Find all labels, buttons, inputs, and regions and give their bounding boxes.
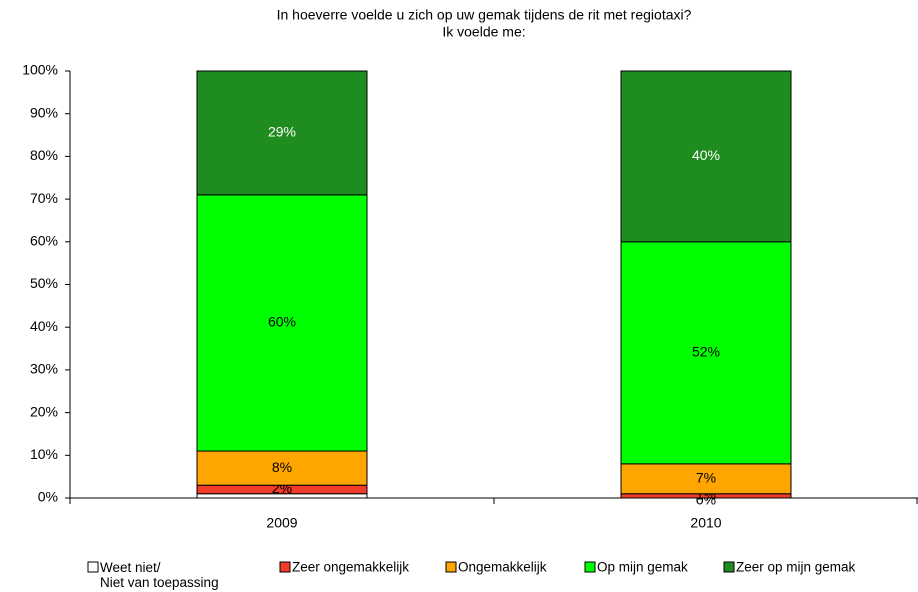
y-tick-label: 60% (30, 233, 58, 249)
legend-swatch (723, 561, 735, 573)
bar-segment (196, 194, 368, 452)
data-label: 40% (692, 147, 720, 163)
data-label: 60% (268, 314, 296, 330)
x-tick-label: 2010 (690, 515, 721, 531)
y-tick-label: 80% (30, 147, 58, 163)
y-tick-label: 70% (30, 190, 58, 206)
y-tick-label: 50% (30, 275, 58, 291)
legend-label: Zeer op mijn gemak (736, 560, 856, 575)
legend-swatch (87, 561, 99, 573)
y-tick-label: 10% (30, 446, 58, 462)
legend-label: Ongemakkelijk (458, 560, 547, 575)
chart-subtitle: Ik voelde me: (442, 24, 525, 40)
legend-swatch (445, 561, 457, 573)
bar-segment (196, 70, 368, 196)
bar-segment (620, 70, 792, 243)
y-tick-label: 90% (30, 104, 58, 120)
legend-label: Weet niet/Niet van toepassing (100, 560, 219, 590)
data-label: 29% (268, 124, 296, 140)
bar-segment (620, 241, 792, 465)
legend-label: Op mijn gemak (597, 560, 688, 575)
legend-swatch (279, 561, 291, 573)
bar-segment (620, 463, 792, 495)
y-tick-label: 30% (30, 361, 58, 377)
x-tick-label: 2009 (266, 515, 297, 531)
legend-label: Zeer ongemakkelijk (292, 560, 409, 575)
y-tick-label: 40% (30, 318, 58, 334)
bar-segment (196, 450, 368, 486)
y-tick-label: 20% (30, 403, 58, 419)
data-label: 52% (692, 344, 720, 360)
chart-title: In hoeverre voelde u zich op uw gemak ti… (277, 7, 692, 23)
data-label: 8% (272, 459, 292, 475)
legend-swatch (584, 561, 596, 573)
data-label: 7% (696, 469, 716, 485)
y-tick-label: 0% (38, 489, 58, 505)
y-tick-label: 100% (22, 62, 58, 78)
